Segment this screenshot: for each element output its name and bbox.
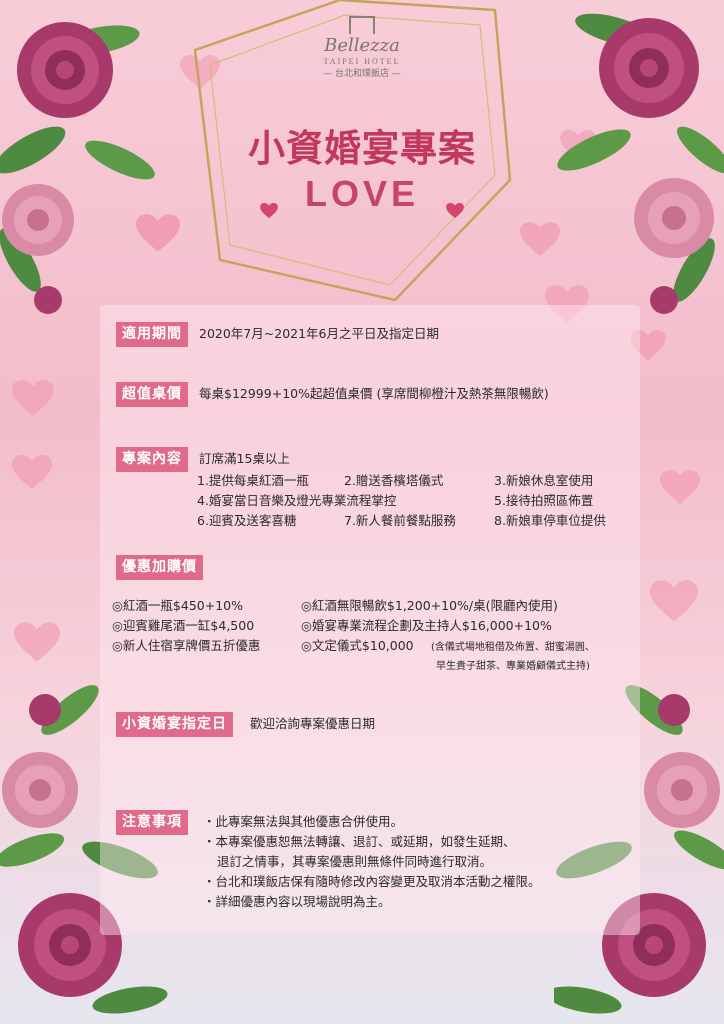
dates-text: 歡迎洽詢專案優惠日期 [250, 716, 376, 731]
price-text: 每桌$12999+10%起超值桌價 (享席間柳橙汁及熱茶無限暢飲) [199, 386, 549, 401]
rose-cluster-top-left [0, 0, 170, 330]
heart-icon [660, 470, 700, 506]
love-banner: LOVE [252, 172, 472, 219]
logo-brand: Bellezza [324, 35, 400, 56]
addon-item: ◎婚宴專業流程企劃及主持人$16,000+10% [301, 618, 552, 633]
addon-item: ◎紅酒一瓶$450+10% [112, 598, 243, 613]
note-item: ・台北和璞飯店保有隨時修改內容變更及取消本活動之權限。 [203, 874, 541, 889]
content-item: 1.提供每桌紅酒一瓶 [197, 473, 309, 488]
heart-icon [180, 55, 220, 91]
note-item: 退訂之情事，其專案優惠則無條件同時進行取消。 [217, 854, 493, 869]
note-item: ・此專案無法與其他優惠合併使用。 [203, 814, 404, 829]
note-item: ・本專案優惠恕無法轉讓、退訂、或延期，如發生延期、 [203, 834, 516, 849]
content-item: 3.新娘休息室使用 [494, 473, 594, 488]
rose-cluster-bottom-left [0, 680, 170, 1024]
heart-icon [650, 580, 698, 624]
content-intro: 訂席滿15桌以上 [199, 451, 290, 466]
content-item: 2.贈送香檳塔儀式 [344, 473, 444, 488]
addon-item: ◎紅酒無限暢飲$1,200+10%/桌(限廳內使用) [301, 598, 558, 613]
addon-item: ◎新人住宿享牌價五折優惠 [112, 638, 261, 653]
period-text: 2020年7月~2021年6月之平日及指定日期 [199, 326, 440, 341]
dates-label: 小資婚宴指定日 [116, 712, 233, 737]
heart-icon [136, 214, 180, 254]
content-item: 4.婚宴當日音樂及燈光專業流程掌控 [197, 493, 397, 508]
content-label: 專案內容 [116, 447, 188, 472]
content-item: 8.新娘車停車位提供 [494, 513, 606, 528]
notes-label: 注意事項 [116, 810, 188, 835]
heart-icon [520, 222, 560, 258]
heart-icon [12, 380, 54, 418]
note-item: ・詳細優惠內容以現場說明為主。 [203, 894, 391, 909]
addon-note: (含儀式場地租借及佈置、甜蜜湯圓、 [431, 642, 595, 653]
logo-mark-icon [349, 16, 375, 34]
hexagon-frame-decoration [150, 0, 530, 320]
addon-item: ◎迎賓雞尾酒一缸$4,500 [112, 618, 255, 633]
period-label: 適用期間 [116, 322, 188, 347]
content-item: 6.迎賓及送客喜糖 [197, 513, 297, 528]
heart-icon [12, 455, 52, 491]
love-text: LOVE [304, 173, 419, 214]
heart-icon [14, 622, 60, 664]
addon-note: 早生貴子甜茶、專業婚顧儀式主持) [436, 661, 590, 672]
content-panel [100, 305, 640, 935]
content-item: 7.新人餐前餐點服務 [344, 513, 456, 528]
heart-icon [446, 185, 464, 219]
content-item: 5.接待拍照區佈置 [494, 493, 594, 508]
rose-cluster-bottom-right [554, 680, 724, 1024]
addon-item: ◎文定儀式$10,000 [301, 638, 414, 653]
heart-icon [630, 330, 666, 362]
heart-icon [545, 285, 589, 325]
logo-subtitle: TAIPEI HOTEL [323, 57, 401, 66]
addon-label: 優惠加購價 [116, 555, 203, 580]
price-label: 超值桌價 [116, 382, 188, 407]
heart-icon [260, 185, 278, 219]
logo-chinese-name: — 台北和璞飯店 — [323, 69, 401, 79]
rose-cluster-top-right [554, 0, 724, 330]
poster-title: 小資婚宴專案 [248, 126, 476, 170]
hotel-logo: Bellezza TAIPEI HOTEL — 台北和璞飯店 — [300, 16, 424, 81]
